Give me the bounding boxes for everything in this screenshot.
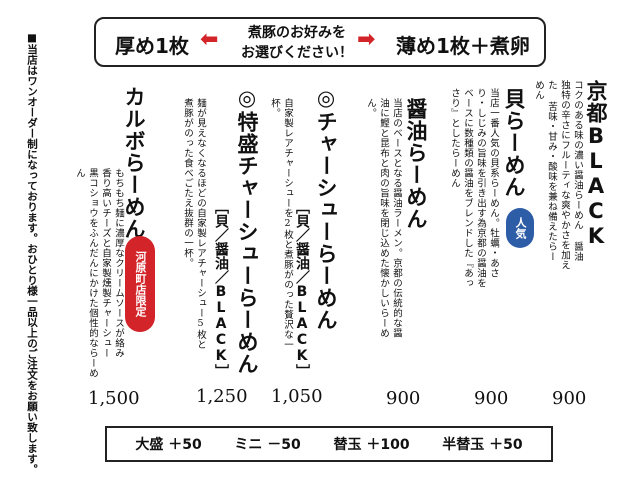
kawaramachi-limited-badge: 河原町店限定	[125, 236, 155, 332]
menu-title-kai-ramen: 貝らーめん	[502, 88, 526, 198]
menu-title-kyoto-black: 京都BLACK	[584, 80, 608, 249]
menu-desc-carbo-ramen: もちもち麺に濃厚なクリームソースが絡み 香り高いチーズと自家製燻製チャーシュー …	[74, 168, 124, 378]
option-mini: ミニ －50	[234, 437, 301, 453]
price-kai-ramen: 900	[474, 388, 509, 409]
popular-badge: 人気	[506, 208, 534, 248]
price-carbo-ramen: 1,500	[88, 388, 140, 409]
menu-variant-chashu-ramen: ［貝／醤油／BLACK］	[294, 200, 310, 378]
menu-title-shoyu-ramen: 醤油らーめん	[404, 98, 428, 230]
options-box: 大盛 ＋50 ミニ －50 替玉 ＋100 半替玉 ＋50	[105, 426, 553, 462]
banner-center-line2: お選びください！	[241, 45, 353, 61]
price-tokumori-chashu-ramen: 1,250	[196, 386, 248, 407]
menu-title-carbo-ramen: カルボらーめん	[122, 86, 146, 240]
menu-title-chashu-ramen: ◎チャーシューらーめん	[314, 86, 338, 331]
arrow-right-icon: ➡	[357, 27, 376, 52]
option-kaedama: 替玉 ＋100	[333, 437, 410, 453]
banner-center-line1: 煮豚のお好みを	[248, 25, 346, 41]
banner-right-text: 薄め1枚＋煮卵	[396, 34, 530, 58]
menu-desc-kyoto-black: コクのある味の濃い醤油らーめん 醤油独特の辛さにフルーティな爽やかさを加えた 苦…	[533, 80, 583, 270]
price-chashu-ramen: 1,050	[271, 386, 323, 407]
price-shoyu-ramen: 900	[386, 388, 421, 409]
option-half-kaedama: 半替玉 ＋50	[442, 437, 523, 453]
menu-desc-kai-ramen: 当店一番人気の貝系らーめん。牡蠣・あさり・しじみの旨味を引き出す為京都の醤油をベ…	[449, 88, 499, 288]
order-policy-note: ■当店はワンオーダー制になっております。おひとり様一品以上のご注文をお願い致しま…	[26, 32, 38, 475]
menu-desc-chashu-ramen: 自家製レアチャーシューを2枚と煮豚がのった贅沢な一杯。	[269, 98, 293, 350]
menu-variant-tokumori-chashu-ramen: ［貝／醤油／BLACK］	[213, 200, 229, 378]
banner-box	[94, 17, 546, 67]
banner-left-text: 厚め1枚	[115, 34, 189, 58]
option-large: 大盛 ＋50	[135, 437, 202, 453]
price-kyoto-black: 900	[552, 388, 587, 409]
arrow-left-icon: ⬅	[200, 27, 219, 52]
menu-title-tokumori-chashu-ramen: ◎特盛チャーシューらーめん	[235, 86, 259, 375]
menu-desc-shoyu-ramen: 当店のベースとなる醤油ラーメン。京都の伝統的な醤油に鰹と昆布と肉の旨味を閉じ込め…	[365, 98, 402, 338]
menu-desc-tokumori-chashu-ramen: 麺が見えなくなるほどの自家製レアチャーシュー5枚と煮豚がのった食べごたえ抜群の一…	[182, 98, 206, 350]
